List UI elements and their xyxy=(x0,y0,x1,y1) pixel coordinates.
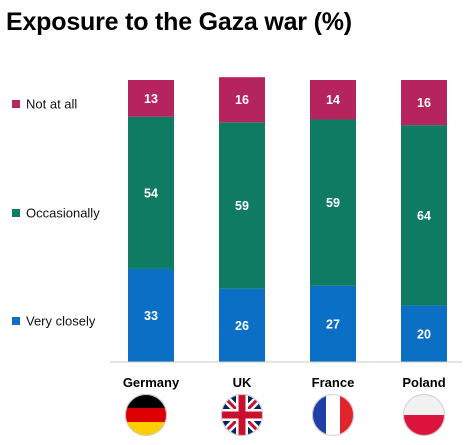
legend-label-not-at-all: Not at all xyxy=(26,97,77,112)
bar-uk-occasionally xyxy=(219,122,265,289)
bar-poland-occasionally xyxy=(401,125,447,306)
category-label-uk: UK xyxy=(233,375,252,390)
bar-france-not-at-all xyxy=(310,80,356,120)
bar-uk-very-closely xyxy=(219,288,265,362)
flags-group xyxy=(125,394,445,436)
value-label-france-occasionally: 59 xyxy=(326,196,340,210)
legend-label-very-closely: Very closely xyxy=(26,314,96,329)
bar-germany-very-closely xyxy=(128,268,174,362)
category-labels: Germany UK France Poland xyxy=(123,375,446,390)
bar-poland-not-at-all xyxy=(401,80,447,126)
value-label-uk-occasionally: 59 xyxy=(235,199,249,213)
legend-swatch-very-closely xyxy=(12,317,20,325)
value-label-germany-very-closely: 33 xyxy=(144,309,158,323)
legend: Very closely Occasionally Not at all xyxy=(12,97,100,329)
legend-swatch-not-at-all xyxy=(12,100,20,108)
bar-poland-very-closely xyxy=(401,305,447,362)
poland-flag-icon xyxy=(403,394,445,436)
legend-label-occasionally: Occasionally xyxy=(26,206,100,221)
category-label-france: France xyxy=(312,375,355,390)
category-label-germany: Germany xyxy=(123,375,180,390)
value-label-poland-very-closely: 20 xyxy=(417,327,431,341)
value-label-uk-very-closely: 26 xyxy=(235,319,249,333)
bar-germany-occasionally xyxy=(128,116,174,269)
germany-flag-outline xyxy=(125,394,167,436)
uk-flag-outline xyxy=(221,394,263,436)
uk-flag-icon xyxy=(221,394,263,436)
bar-france-occasionally xyxy=(310,119,356,286)
france-flag-outline xyxy=(312,394,354,436)
bar-germany-not-at-all xyxy=(128,80,174,117)
value-label-germany-not-at-all: 13 xyxy=(144,92,158,106)
legend-swatch-occasionally xyxy=(12,209,20,217)
bars-group: 33 54 13 26 59 16 27 59 14 20 64 16 xyxy=(128,77,447,362)
value-label-france-not-at-all: 14 xyxy=(326,93,340,107)
bar-uk-not-at-all xyxy=(219,77,265,123)
chart-title: Exposure to the Gaza war (%) xyxy=(6,8,352,36)
bar-france-very-closely xyxy=(310,285,356,362)
value-label-uk-not-at-all: 16 xyxy=(235,93,249,107)
value-label-poland-occasionally: 64 xyxy=(417,209,431,223)
value-label-france-very-closely: 27 xyxy=(326,317,340,331)
category-label-poland: Poland xyxy=(402,375,445,390)
value-label-poland-not-at-all: 16 xyxy=(417,96,431,110)
value-label-germany-occasionally: 54 xyxy=(144,186,158,200)
poland-flag-outline xyxy=(403,394,445,436)
